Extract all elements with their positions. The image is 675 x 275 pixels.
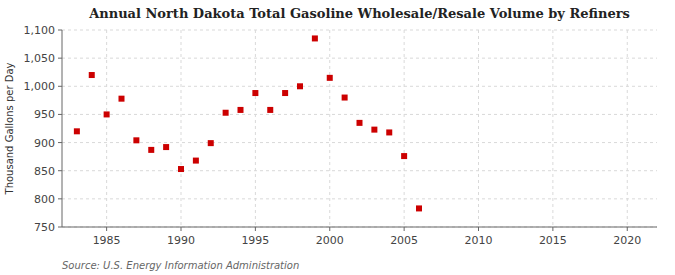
tick-label-y: 800	[34, 193, 55, 206]
y-axis-label: Thousand Gallons per Day	[4, 62, 15, 195]
grid-line-y	[62, 114, 657, 115]
tick-x	[627, 227, 628, 231]
point	[208, 140, 214, 146]
tick-x	[404, 227, 405, 231]
tick-label-x: 2000	[316, 234, 344, 247]
point	[371, 127, 377, 133]
grid-line-x	[627, 30, 628, 227]
tick-label-y: 950	[34, 108, 55, 121]
point	[342, 95, 348, 101]
point	[386, 129, 392, 135]
tick-label-x: 1990	[167, 234, 195, 247]
title: Annual North Dakota Total Gasoline Whole…	[88, 6, 630, 21]
tick-label-y: 1,000	[24, 80, 56, 93]
tick-y	[58, 30, 62, 31]
point	[267, 107, 273, 113]
chart: 1985 1990 1995 2000 2005 2010 2015 2020 750 800 85…	[0, 0, 675, 275]
tick-y	[58, 58, 62, 59]
grid-line-y	[62, 198, 657, 199]
grid-line-y	[62, 142, 657, 143]
tick-x	[181, 227, 182, 231]
point	[193, 158, 199, 164]
point	[252, 90, 258, 96]
tick-x	[255, 227, 256, 231]
point	[401, 153, 407, 159]
tick-y	[58, 170, 62, 171]
point	[312, 35, 318, 41]
point	[148, 147, 154, 153]
axes: 1985 1990 1995 2000 2005 2010 2015 2020 750 800 85…	[24, 24, 658, 247]
point	[297, 83, 303, 89]
tick-label-x: 2015	[539, 234, 567, 247]
point	[238, 107, 244, 113]
point	[327, 75, 333, 81]
grid-line-x	[552, 30, 553, 227]
tick-x	[106, 227, 107, 231]
tick-y	[58, 227, 62, 228]
point	[163, 144, 169, 150]
tick-label-y: 750	[34, 221, 55, 234]
point	[104, 111, 110, 117]
point	[223, 110, 229, 116]
point	[74, 128, 80, 134]
tick-y	[58, 114, 62, 115]
tick-label-y: 900	[34, 137, 55, 150]
grid-line-x	[329, 30, 330, 227]
y-axis-line	[62, 30, 63, 227]
point	[133, 137, 139, 143]
point	[178, 166, 184, 172]
point	[357, 120, 363, 126]
points	[74, 35, 422, 211]
tick-label-x: 1985	[93, 234, 121, 247]
grid	[62, 30, 657, 227]
tick-y	[58, 198, 62, 199]
grid-line-y	[62, 30, 657, 31]
grid-line-y	[62, 227, 657, 228]
source: Source: U.S. Energy Information Administ…	[62, 260, 299, 271]
tick-label-y: 1,100	[24, 24, 56, 37]
tick-label-x: 2010	[465, 234, 493, 247]
tick-label-x: 2020	[613, 234, 641, 247]
grid-line-x	[404, 30, 405, 227]
tick-x	[329, 227, 330, 231]
tick-y	[58, 142, 62, 143]
grid-line-y	[62, 170, 657, 171]
tick-label-x: 1995	[241, 234, 269, 247]
tick-label-x: 2005	[390, 234, 418, 247]
grid-line-y	[62, 58, 657, 59]
point	[89, 72, 95, 78]
x-axis-line	[62, 227, 657, 228]
point	[416, 205, 422, 211]
tick-label-y: 1,050	[24, 52, 56, 65]
grid-line-y	[62, 86, 657, 87]
grid-line-x	[106, 30, 107, 227]
point	[282, 90, 288, 96]
tick-label-y: 850	[34, 165, 55, 178]
point	[119, 96, 125, 102]
tick-x	[478, 227, 479, 231]
tick-y	[58, 86, 62, 87]
tick-x	[552, 227, 553, 231]
grid-line-x	[181, 30, 182, 227]
grid-line-x	[255, 30, 256, 227]
grid-line-x	[478, 30, 479, 227]
